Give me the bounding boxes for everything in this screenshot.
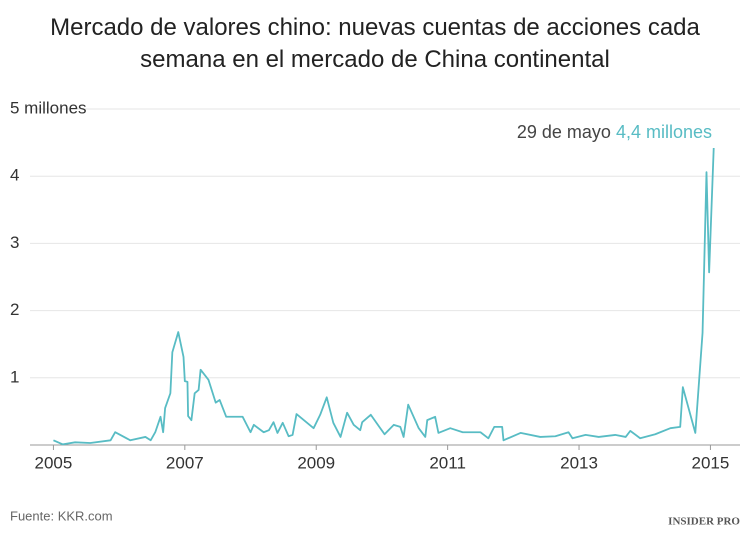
x-tick-label: 2015 xyxy=(692,453,730,472)
y-tick-label: 4 xyxy=(10,166,19,185)
x-tick-label: 2007 xyxy=(166,453,204,472)
x-tick-label: 2005 xyxy=(35,453,73,472)
annotation: 29 de mayo 4,4 millones xyxy=(517,122,712,142)
chart-title: Mercado de valores chino: nuevas cuentas… xyxy=(50,14,700,73)
data-line xyxy=(53,147,715,446)
x-tick-label: 2011 xyxy=(429,453,466,472)
x-tick-label: 2013 xyxy=(560,453,598,472)
source: Fuente: KKR.com xyxy=(10,508,113,523)
y-tick-label: 2 xyxy=(10,300,19,319)
annotation-value: 4,4 millones xyxy=(616,122,712,142)
annotation-date: 29 de mayo xyxy=(517,122,611,142)
x-tick-label: 2009 xyxy=(297,453,335,472)
y-tick-label: 3 xyxy=(10,233,19,252)
y-tick-label: 5 millones xyxy=(10,98,87,117)
y-tick-label: 1 xyxy=(10,367,19,386)
logo: INSIDER PRO xyxy=(668,516,740,528)
